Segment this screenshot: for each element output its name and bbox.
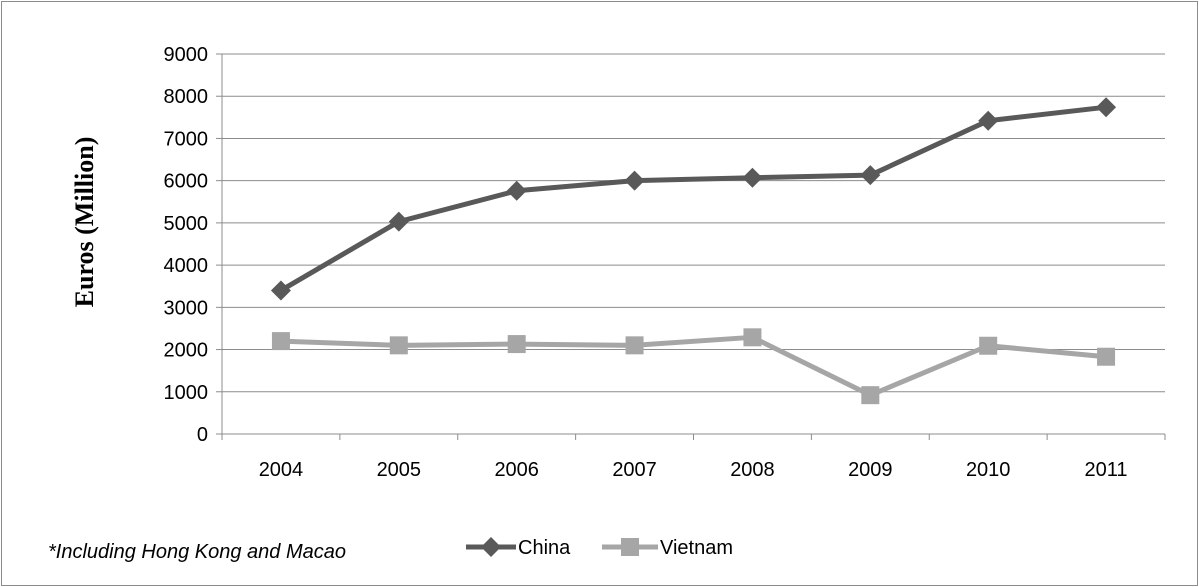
data-point-china [860,165,881,186]
data-point-vietnam [271,332,290,351]
data-point-china [742,167,763,188]
data-point-china [388,211,409,232]
data-point-vietnam [625,336,644,355]
data-point-china [624,170,645,191]
data-point-vietnam [389,336,408,355]
y-tick-label: 3000 [164,297,209,319]
x-tick-label: 2005 [377,459,422,481]
data-point-china [1096,97,1117,118]
legend-marker-china [481,537,501,557]
x-tick-label: 2008 [730,459,775,481]
axes [216,53,1166,440]
legend-label-vietnam: Vietnam [660,537,733,559]
y-tick-label: 7000 [164,128,209,150]
y-tick-label: 4000 [164,255,209,277]
y-tick-label: 0 [197,424,208,446]
series-line-vietnam [278,334,1109,398]
data-point-vietnam [1097,347,1116,366]
x-tick-label: 2004 [259,459,304,481]
data-point-china [506,180,527,201]
x-tick-label: 2006 [494,459,539,481]
y-tick-label: 9000 [164,44,209,66]
data-point-china [270,280,291,301]
x-tick-label: 2007 [612,459,657,481]
series-line-china [278,104,1109,293]
legend-marker-vietnam [621,538,639,556]
data-point-vietnam [743,328,762,347]
series-lines [270,97,1117,405]
y-tick-labels: 0 1000 2000 3000 4000 5000 6000 7000 8000 9000 [164,44,209,446]
x-tick-label: 2011 [1085,459,1128,481]
y-tick-label: 1000 [164,382,209,404]
y-tick-label: 2000 [164,340,209,362]
footnote: *Including Hong Kong and Macao [48,541,346,563]
y-axis-label: Euros (Million) [70,137,99,308]
y-tick-label: 6000 [164,171,209,193]
x-tick-label: 2009 [848,459,893,481]
data-point-vietnam [979,336,998,355]
y-tick-label: 8000 [164,86,209,108]
data-point-china [978,110,999,131]
data-point-vietnam [861,386,880,405]
y-tick-label: 5000 [164,213,209,235]
x-tick-labels: 2004 2005 2006 2007 2008 2009 2010 2011 [259,459,1128,481]
legend: China Vietnam [466,537,733,559]
data-point-vietnam [507,335,526,354]
x-tick-label: 2010 [966,459,1011,481]
legend-label-china: China [518,537,571,559]
